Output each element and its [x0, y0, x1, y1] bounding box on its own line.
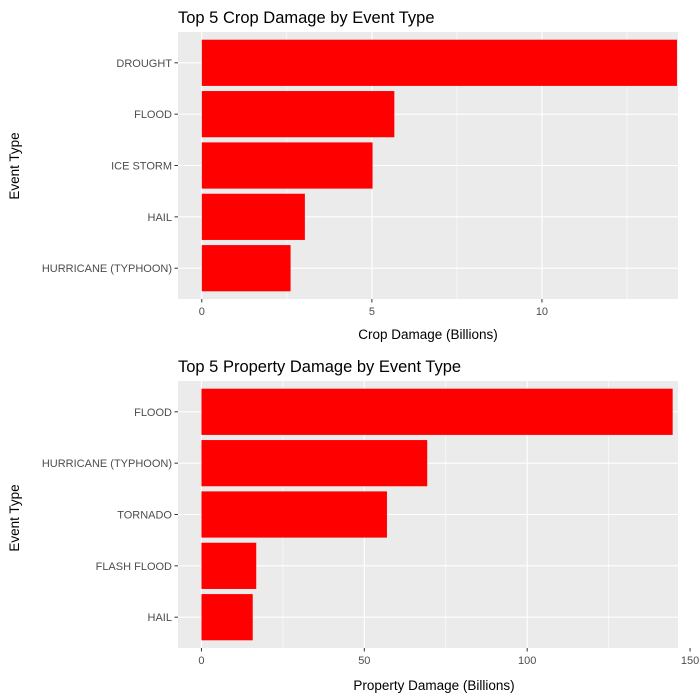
crop-chart-title: Top 5 Crop Damage by Event Type: [178, 9, 435, 27]
bar: [201, 594, 253, 641]
property-damage-chart: Top 5 Property Damage by Event Type FLOO…: [7, 358, 699, 693]
bar: [201, 142, 373, 189]
bar: [201, 91, 395, 138]
crop-damage-chart: Top 5 Crop Damage by Event Type DROUGHT F…: [7, 9, 678, 342]
x-tick-label: 10: [536, 306, 548, 318]
y-tick-label: HAIL: [148, 612, 172, 624]
y-tick-label: DROUGHT: [116, 58, 172, 70]
y-tick-label: FLASH FLOOD: [96, 561, 172, 573]
bar: [201, 440, 428, 487]
x-tick-label: 150: [681, 655, 699, 667]
property-x-tick-labels: 0 50 100 150: [198, 648, 699, 667]
x-tick-label: 0: [199, 306, 205, 318]
y-tick-label: FLOOD: [134, 109, 172, 121]
crop-y-tick-labels: DROUGHT FLOOD ICE STORM HAIL HURRICANE (TYPH…: [42, 58, 178, 275]
property-chart-title: Top 5 Property Damage by Event Type: [178, 358, 461, 376]
bar: [201, 245, 291, 292]
crop-x-tick-labels: 0 5 10: [199, 299, 548, 318]
property-y-axis-title: Event Type: [7, 484, 22, 551]
y-tick-label: HURRICANE (TYPHOON): [42, 458, 172, 470]
bar: [201, 491, 387, 538]
bar: [201, 39, 677, 86]
crop-x-axis-title: Crop Damage (Billions): [358, 327, 498, 342]
crop-bars: [201, 39, 677, 292]
y-tick-label: TORNADO: [117, 510, 172, 522]
property-y-tick-labels: FLOOD HURRICANE (TYPHOON) TORNADO FLASH FLO…: [42, 407, 178, 624]
x-tick-label: 5: [369, 306, 375, 318]
property-bars: [201, 388, 673, 641]
crop-y-axis-title: Event Type: [7, 132, 22, 199]
bar: [201, 542, 257, 589]
y-tick-label: HAIL: [148, 212, 172, 224]
property-x-axis-title: Property Damage (Billions): [353, 678, 514, 693]
y-tick-label: ICE STORM: [111, 161, 172, 173]
x-tick-label: 0: [198, 655, 204, 667]
x-tick-label: 100: [518, 655, 536, 667]
bar: [201, 193, 305, 240]
bar: [201, 388, 673, 435]
y-tick-label: FLOOD: [134, 407, 172, 419]
y-tick-label: HURRICANE (TYPHOON): [42, 263, 172, 275]
x-tick-label: 50: [358, 655, 370, 667]
